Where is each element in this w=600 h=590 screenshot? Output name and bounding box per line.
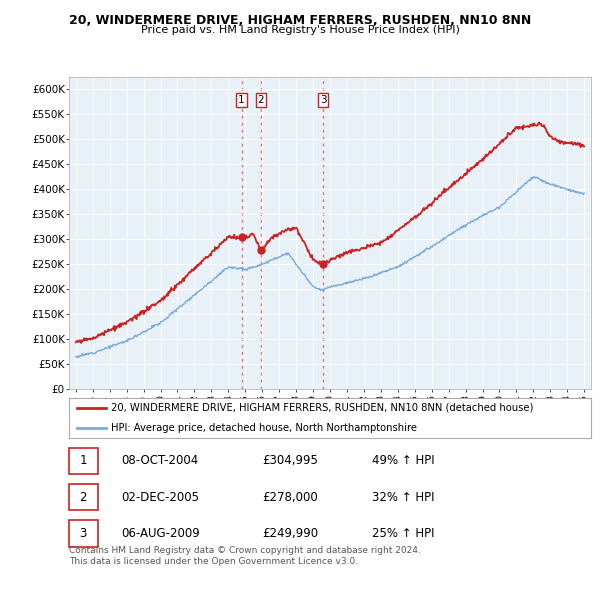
Text: Contains HM Land Registry data © Crown copyright and database right 2024.: Contains HM Land Registry data © Crown c… [69, 546, 421, 555]
Text: 2: 2 [80, 490, 87, 504]
Text: Price paid vs. HM Land Registry's House Price Index (HPI): Price paid vs. HM Land Registry's House … [140, 25, 460, 35]
Text: 25% ↑ HPI: 25% ↑ HPI [372, 527, 434, 540]
Text: 1: 1 [238, 95, 245, 105]
Text: 20, WINDERMERE DRIVE, HIGHAM FERRERS, RUSHDEN, NN10 8NN: 20, WINDERMERE DRIVE, HIGHAM FERRERS, RU… [69, 14, 531, 27]
Bar [69, 484, 98, 510]
Text: 3: 3 [80, 527, 87, 540]
Text: 3: 3 [320, 95, 326, 105]
Text: 32% ↑ HPI: 32% ↑ HPI [372, 490, 434, 504]
Text: £249,990: £249,990 [262, 527, 318, 540]
Text: This data is licensed under the Open Government Licence v3.0.: This data is licensed under the Open Gov… [69, 558, 358, 566]
Text: 2: 2 [257, 95, 264, 105]
Text: 20, WINDERMERE DRIVE, HIGHAM FERRERS, RUSHDEN, NN10 8NN (detached house): 20, WINDERMERE DRIVE, HIGHAM FERRERS, RU… [111, 403, 533, 412]
Text: 49% ↑ HPI: 49% ↑ HPI [372, 454, 434, 467]
Bar [69, 520, 98, 546]
Text: 1: 1 [80, 454, 87, 467]
Text: HPI: Average price, detached house, North Northamptonshire: HPI: Average price, detached house, Nort… [111, 423, 417, 432]
Bar [69, 448, 98, 474]
Text: 02-DEC-2005: 02-DEC-2005 [121, 490, 199, 504]
Text: £304,995: £304,995 [262, 454, 318, 467]
Text: £278,000: £278,000 [262, 490, 318, 504]
Text: 08-OCT-2004: 08-OCT-2004 [121, 454, 199, 467]
Text: 06-AUG-2009: 06-AUG-2009 [121, 527, 200, 540]
